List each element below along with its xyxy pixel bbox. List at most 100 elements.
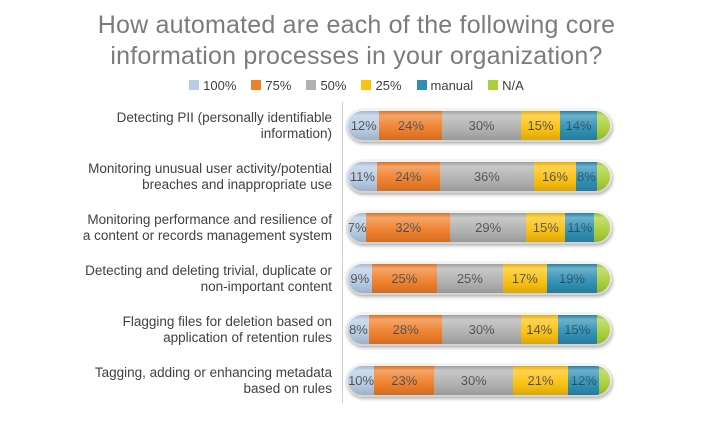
- chart-title-line1: How automated are each of the following …: [97, 11, 616, 39]
- legend-swatch: [189, 80, 200, 90]
- segment-value-label: 12%: [570, 373, 597, 388]
- segment-100-: 9%: [348, 264, 372, 293]
- stacked-bar: 12% 24% 30% 15% 14%: [348, 111, 610, 140]
- segment-value-label: 9%: [350, 271, 370, 286]
- segment-value-label: 15%: [527, 118, 554, 133]
- chart-row: Monitoring unusual user activity/potenti…: [0, 160, 713, 193]
- segment-value-label: 8%: [576, 169, 596, 184]
- segment-75-: 24%: [379, 111, 443, 140]
- legend-label: N/A: [502, 77, 524, 93]
- legend-item-75-: 75%: [251, 78, 291, 93]
- segment-value-label: 14%: [526, 322, 553, 337]
- chart-row: Tagging, adding or enhancing metadata bas…: [0, 364, 713, 397]
- segment-25-: 17%: [502, 264, 548, 293]
- segment-value-label: 32%: [395, 220, 422, 235]
- stacked-bar: 9% 25% 25% 17% 19%: [348, 264, 610, 293]
- segment-25-: 14%: [520, 315, 558, 344]
- legend-swatch: [306, 80, 317, 90]
- chart-row: Detecting and deleting trivial, duplicat…: [0, 262, 713, 295]
- segment-value-label: 24%: [395, 169, 422, 184]
- segment-value-label: 23%: [391, 373, 418, 388]
- segment-50-: 25%: [437, 264, 503, 293]
- bar-cell: 12% 24% 30% 15% 14%: [346, 109, 612, 142]
- chart-row: Detecting PII (personally identifiable in…: [0, 109, 713, 142]
- axis-line: [342, 102, 343, 403]
- legend-label: manual: [430, 77, 474, 93]
- segment-75-: 28%: [368, 315, 443, 344]
- segment-50-: 30%: [442, 111, 521, 140]
- segment-value-label: 11%: [567, 220, 593, 235]
- segment-manual: 19%: [547, 264, 597, 293]
- segment-manual: 14%: [560, 111, 597, 140]
- segment-n-a: [596, 264, 610, 293]
- segment-50-: 30%: [442, 315, 521, 344]
- segment-50-: 36%: [439, 162, 534, 191]
- segment-value-label: 30%: [468, 322, 495, 337]
- segment-100-: 10%: [348, 366, 375, 395]
- segment-value-label: 17%: [511, 271, 538, 286]
- legend-item-manual: manual: [416, 77, 474, 93]
- stacked-bar-chart: Detecting PII (personally identifiable in…: [0, 102, 713, 403]
- segment-75-: 23%: [374, 366, 435, 395]
- legend-item-50-: 50%: [306, 78, 346, 93]
- segment-value-label: 25%: [391, 271, 418, 286]
- segment-100-: 11%: [348, 162, 377, 191]
- category-label: Monitoring unusual user activity/potenti…: [88, 160, 332, 192]
- segment-value-label: 28%: [392, 322, 419, 337]
- bar-shell: 12% 24% 30% 15% 14%: [346, 109, 612, 142]
- bar-cell: 11% 24% 36% 16% 8%: [346, 160, 612, 193]
- chart-legend: 100% 75% 50% 25% manual N/A: [0, 76, 713, 94]
- segment-75-: 24%: [376, 162, 440, 191]
- bar-shell: 7% 32% 29% 15% 11%: [346, 211, 612, 244]
- segment-manual: 11%: [565, 213, 595, 242]
- segment-value-label: 19%: [558, 271, 585, 286]
- segment-n-a: [599, 366, 610, 395]
- bar-shell: 9% 25% 25% 17% 19%: [346, 262, 612, 295]
- legend-swatch: [361, 80, 372, 90]
- segment-value-label: 36%: [473, 169, 500, 184]
- segment-value-label: 30%: [460, 373, 487, 388]
- bar-cell: 8% 28% 30% 14% 15%: [346, 313, 612, 346]
- segment-value-label: 16%: [541, 169, 568, 184]
- segment-n-a: [596, 162, 610, 191]
- segment-100-: 8%: [348, 315, 369, 344]
- chart-row: Flagging files for deletion based on appl…: [0, 313, 713, 346]
- stacked-bar: 8% 28% 30% 14% 15%: [348, 315, 610, 344]
- segment-value-label: 29%: [475, 220, 502, 235]
- legend-swatch: [488, 80, 499, 90]
- segment-value-label: 25%: [456, 271, 483, 286]
- legend-item-n-a: N/A: [488, 78, 524, 93]
- chart-title: How automated are each of the following …: [30, 10, 683, 72]
- stacked-bar: 7% 32% 29% 15% 11%: [348, 213, 610, 242]
- segment-50-: 30%: [434, 366, 514, 395]
- segment-value-label: 14%: [565, 118, 592, 133]
- segment-manual: 8%: [575, 162, 597, 191]
- stacked-bar: 11% 24% 36% 16% 8%: [348, 162, 610, 191]
- bar-cell: 9% 25% 25% 17% 19%: [346, 262, 612, 295]
- segment-value-label: 30%: [468, 118, 495, 133]
- category-label: Monitoring performance and resilience of…: [82, 211, 332, 243]
- bar-shell: 10% 23% 30% 21% 12%: [346, 364, 612, 397]
- segment-manual: 12%: [568, 366, 600, 395]
- category-label: Detecting PII (personally identifiable in…: [116, 109, 332, 141]
- legend-label: 75%: [265, 77, 292, 93]
- segment-25-: 16%: [534, 162, 576, 191]
- segment-value-label: 11%: [349, 169, 375, 184]
- legend-item-25-: 25%: [361, 78, 402, 93]
- bar-shell: 11% 24% 36% 16% 8%: [346, 160, 612, 193]
- legend-item-100-: 100%: [189, 78, 236, 93]
- segment-100-: 7%: [348, 213, 367, 242]
- segment-value-label: 7%: [348, 220, 367, 235]
- segment-25-: 15%: [526, 213, 566, 242]
- segment-value-label: 15%: [532, 220, 559, 235]
- legend-label: 100%: [203, 77, 237, 93]
- legend-swatch: [251, 80, 262, 90]
- segment-manual: 15%: [557, 315, 597, 344]
- legend-label: 50%: [320, 77, 347, 93]
- segment-75-: 32%: [366, 213, 451, 242]
- segment-n-a: [594, 213, 610, 242]
- bar-cell: 7% 32% 29% 15% 11%: [346, 211, 612, 244]
- bar-cell: 10% 23% 30% 21% 12%: [346, 364, 612, 397]
- segment-value-label: 8%: [349, 322, 368, 337]
